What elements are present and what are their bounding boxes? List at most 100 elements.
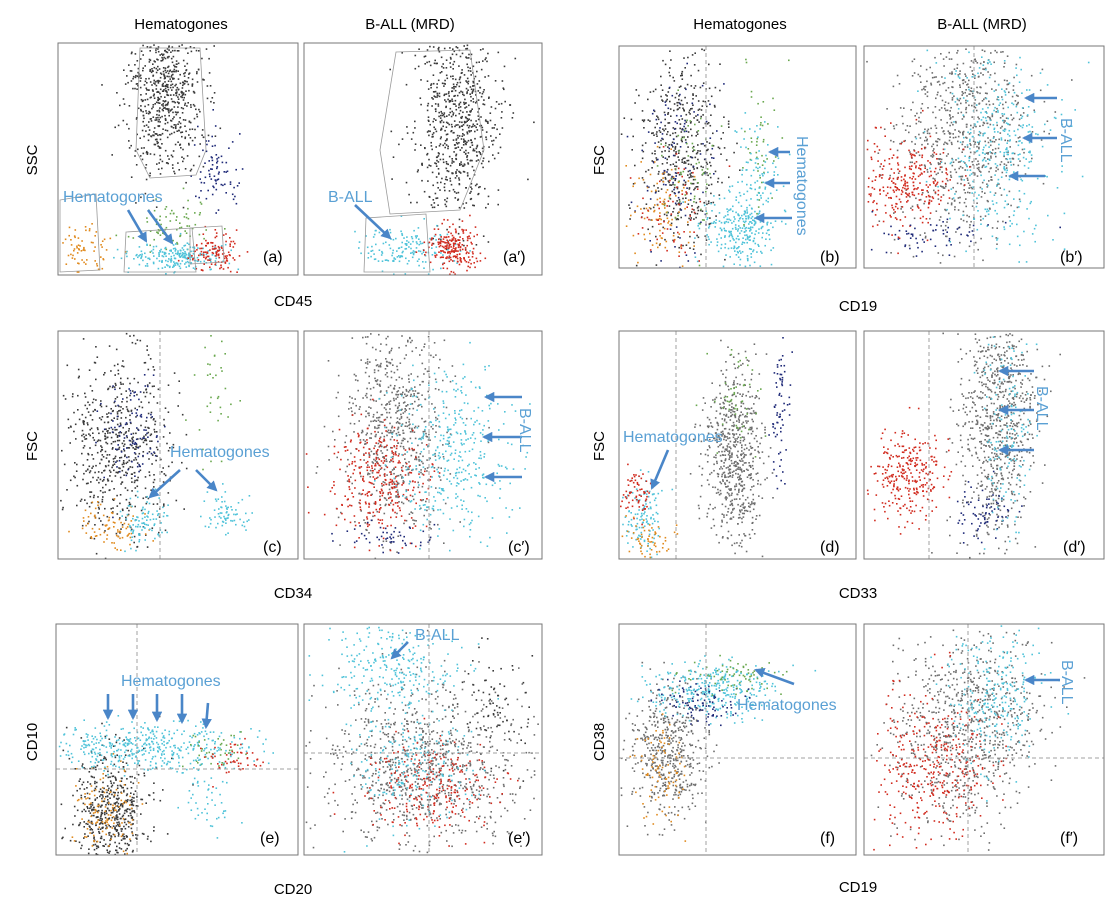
annotation-hematogones-b: Hematogones bbox=[793, 136, 810, 236]
header-hematogones-right: Hematogones bbox=[693, 16, 786, 33]
event-cloud-e-cyan bbox=[177, 758, 243, 839]
event-cloud-f2-cyan bbox=[930, 625, 1070, 802]
y-axis-label-fsc-right: FSC bbox=[591, 431, 608, 461]
event-cloud-c-cyan bbox=[200, 483, 253, 536]
event-cloud-a-red bbox=[177, 225, 249, 273]
y-axis-label-fsc-left: FSC bbox=[24, 431, 41, 461]
plot-frame-b bbox=[618, 45, 857, 269]
y-axis-label-cd10: CD10 bbox=[24, 723, 41, 761]
event-cloud-d-orange bbox=[621, 515, 679, 559]
gate-ball-a2 bbox=[363, 213, 431, 273]
event-cloud-d-cyan bbox=[622, 469, 674, 559]
x-axis-label-cd34: CD34 bbox=[274, 585, 312, 602]
panel-label-d: (d) bbox=[820, 539, 840, 556]
event-cloud-c2-navy bbox=[331, 519, 436, 554]
header-ball-right: B-ALL (MRD) bbox=[937, 16, 1026, 33]
x-axis-label-cd33: CD33 bbox=[839, 585, 877, 602]
annotation-arrow bbox=[146, 209, 174, 245]
panel-label-e: (e) bbox=[260, 830, 280, 847]
annotation-arrow bbox=[650, 449, 670, 490]
event-cloud-b2-navy bbox=[870, 210, 1061, 257]
event-cloud-d2-cyan bbox=[973, 336, 1038, 550]
event-cloud-f-orange bbox=[629, 713, 687, 842]
event-cloud-c-cyan bbox=[119, 488, 169, 553]
event-cloud-b-red bbox=[629, 146, 731, 262]
event-cloud-c2-red bbox=[305, 398, 441, 552]
x-axis-label-cd20: CD20 bbox=[274, 881, 312, 898]
event-cloud-c-orange bbox=[68, 498, 154, 551]
plot-frame-d bbox=[618, 330, 857, 560]
event-cloud-f-gray bbox=[620, 661, 720, 836]
event-cloud-a-green bbox=[115, 187, 226, 253]
event-cloud-a-navy bbox=[190, 109, 244, 214]
event-cloud-a2-red bbox=[415, 214, 487, 276]
event-cloud-e2-red bbox=[332, 717, 519, 847]
event-cloud-b-cyan bbox=[716, 112, 791, 258]
event-cloud-e-cyan bbox=[58, 712, 274, 777]
annotation-arrow bbox=[201, 702, 212, 730]
event-cloud-b2-cyan bbox=[915, 49, 1090, 263]
x-axis-label-cd19-bottom: CD19 bbox=[839, 879, 877, 896]
plot-frame-b2 bbox=[863, 45, 1105, 269]
arrows-layer bbox=[102, 92, 1060, 730]
x-axis-label-cd19-top: CD19 bbox=[839, 298, 877, 315]
annotation-ball-a-prime: B-ALL bbox=[328, 189, 373, 206]
y-axis-label-ssc: SSC bbox=[24, 144, 41, 175]
panel-label-f-prime: (f′) bbox=[1060, 830, 1078, 847]
panel-label-b: (b) bbox=[820, 249, 840, 266]
event-cloud-d-gray bbox=[689, 339, 774, 558]
event-cloud-e-dark bbox=[60, 715, 194, 856]
annotation-hematogones-a: Hematogones bbox=[63, 189, 163, 206]
gate-orange-a bbox=[59, 193, 101, 273]
annotation-hematogones-d: Hematogones bbox=[623, 429, 723, 446]
plot-frame-e bbox=[55, 623, 299, 856]
annotation-hematogones-e: Hematogones bbox=[121, 673, 221, 690]
header-hematogones-left: Hematogones bbox=[134, 16, 227, 33]
event-cloud-b-navy bbox=[626, 62, 725, 269]
gate-hematogones-a bbox=[123, 227, 197, 273]
event-cloud-b2-gray bbox=[866, 48, 1073, 264]
annotation-arrow bbox=[354, 204, 392, 240]
plot-frame-e2 bbox=[303, 623, 543, 856]
annotation-arrow bbox=[126, 209, 148, 243]
panel-label-d-prime: (d′) bbox=[1063, 539, 1086, 556]
panel-label-e-prime: (e′) bbox=[508, 830, 531, 847]
event-cloud-e-red bbox=[200, 737, 264, 788]
event-cloud-a-orange bbox=[62, 223, 127, 273]
event-cloud-d-green bbox=[695, 349, 767, 458]
annotation-ball-f-prime: B-ALL bbox=[1058, 660, 1075, 705]
event-cloud-d2-red bbox=[866, 406, 953, 535]
event-dots-layer bbox=[58, 44, 1090, 856]
event-cloud-f2-red bbox=[873, 651, 1007, 851]
annotation-ball-b-prime: B-ALL bbox=[1057, 118, 1074, 163]
annotation-ball-c-prime: B-ALL bbox=[516, 408, 533, 453]
quadrant-lines-layer bbox=[56, 46, 1104, 855]
annotation-ball-d-prime: B-ALL bbox=[1033, 386, 1050, 431]
event-cloud-e-orange bbox=[71, 753, 144, 855]
panel-label-c-prime: (c′) bbox=[508, 539, 530, 556]
event-cloud-b-green bbox=[656, 89, 723, 267]
panel-frames-layer bbox=[55, 42, 1105, 856]
plot-frame-a2 bbox=[303, 42, 543, 276]
event-cloud-b2-red bbox=[866, 109, 971, 255]
plot-frame-c bbox=[57, 330, 299, 560]
event-cloud-d2-gray bbox=[931, 332, 1061, 559]
plot-frame-d2 bbox=[863, 330, 1105, 560]
event-cloud-c2-gray bbox=[315, 333, 490, 560]
event-cloud-e2-dark bbox=[449, 637, 534, 782]
panel-label-a-prime: (a′) bbox=[503, 249, 526, 266]
x-axis-label-cd45: CD45 bbox=[274, 293, 312, 310]
annotation-arrow bbox=[754, 667, 795, 686]
event-cloud-c-navy bbox=[95, 374, 166, 519]
event-cloud-e2-cyan bbox=[343, 685, 486, 853]
y-axis-label-cd38: CD38 bbox=[591, 723, 608, 761]
event-cloud-a-dark bbox=[101, 44, 222, 209]
event-cloud-b-cyan bbox=[682, 185, 787, 268]
plot-frame-c2 bbox=[303, 330, 543, 560]
panel-label-a: (a) bbox=[263, 249, 283, 266]
plot-frame-a bbox=[57, 42, 299, 276]
event-cloud-a2-dark bbox=[389, 44, 535, 251]
header-ball-left: B-ALL (MRD) bbox=[365, 16, 454, 33]
